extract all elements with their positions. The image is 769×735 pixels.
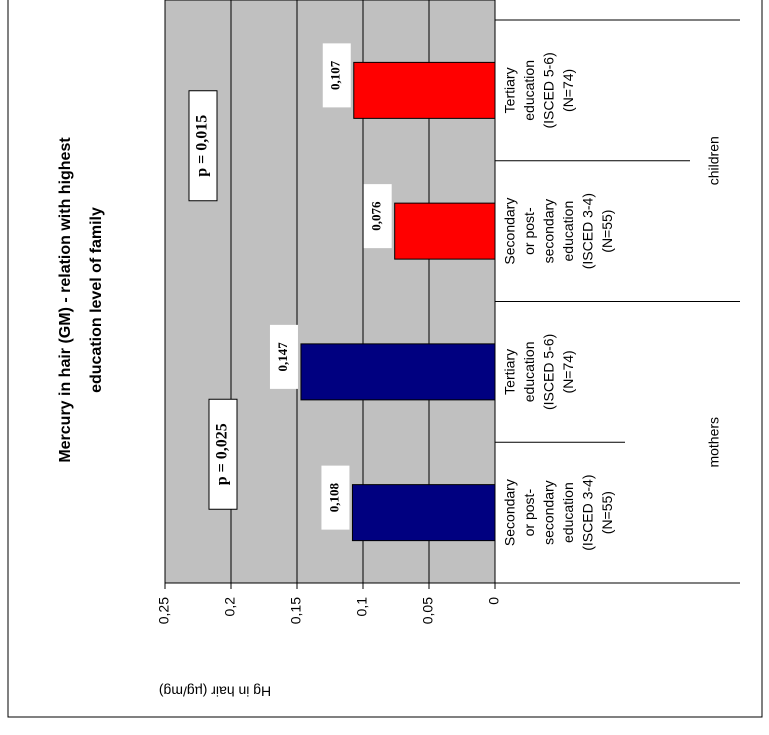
group-label: children	[706, 136, 722, 185]
chart-frame	[7, 0, 763, 718]
x-tick-label: (ISCED 3-4)	[580, 193, 596, 269]
x-tick-label: (ISCED 5-6)	[541, 334, 557, 410]
x-tick-label: Secondary	[502, 198, 518, 265]
chart-title: Mercury in hair (GM) - relation with hig…	[57, 137, 74, 463]
x-tick-label: Tertiary	[502, 67, 518, 113]
y-tick-label: 0,15	[288, 597, 304, 624]
x-tick-label: education	[560, 201, 576, 262]
x-tick-label: secondary	[541, 480, 557, 545]
value-label-box	[269, 324, 298, 389]
annotation-box	[188, 90, 218, 202]
x-tick-label: (N=55)	[599, 491, 615, 534]
y-axis-label: Hg in hair (µg/mg)	[159, 683, 271, 699]
x-tick-label: education	[560, 482, 576, 543]
value-label-box	[322, 43, 351, 108]
x-tick-label: (N=74)	[560, 69, 576, 112]
bar	[300, 343, 496, 401]
bar	[353, 61, 496, 119]
bar	[394, 202, 496, 260]
annotation: p = 0,015	[194, 115, 211, 177]
y-tick-label: 0	[486, 597, 502, 605]
bar	[351, 484, 496, 542]
y-tick-label: 0,25	[156, 597, 172, 624]
group-label: mothers	[706, 417, 722, 468]
x-tick-label: (N=55)	[599, 210, 615, 253]
chart-title: education level of family	[88, 207, 105, 393]
annotation-box	[208, 398, 238, 510]
x-tick-label: education	[521, 342, 537, 403]
x-tick-label: secondary	[541, 199, 557, 264]
x-tick-label: (ISCED 5-6)	[541, 52, 557, 128]
annotation: p = 0,025	[214, 423, 231, 485]
x-tick-label: education	[521, 60, 537, 121]
x-tick-label: or post-	[521, 489, 537, 537]
value-label-box	[363, 184, 392, 249]
x-tick-label: Secondary	[502, 479, 518, 546]
y-tick-label: 0,2	[222, 597, 238, 617]
x-tick-label: (N=74)	[560, 350, 576, 393]
value-label: 0,076	[369, 201, 384, 231]
x-tick-label: Tertiary	[502, 349, 518, 395]
y-tick-label: 0,05	[420, 597, 436, 624]
value-label: 0,108	[326, 483, 341, 513]
x-tick-label: (ISCED 3-4)	[580, 475, 596, 551]
x-tick-label: or post-	[521, 207, 537, 255]
y-tick-label: 0,1	[354, 597, 370, 617]
value-label: 0,107	[328, 60, 343, 90]
value-label: 0,147	[275, 342, 290, 372]
value-label-box	[321, 465, 350, 530]
